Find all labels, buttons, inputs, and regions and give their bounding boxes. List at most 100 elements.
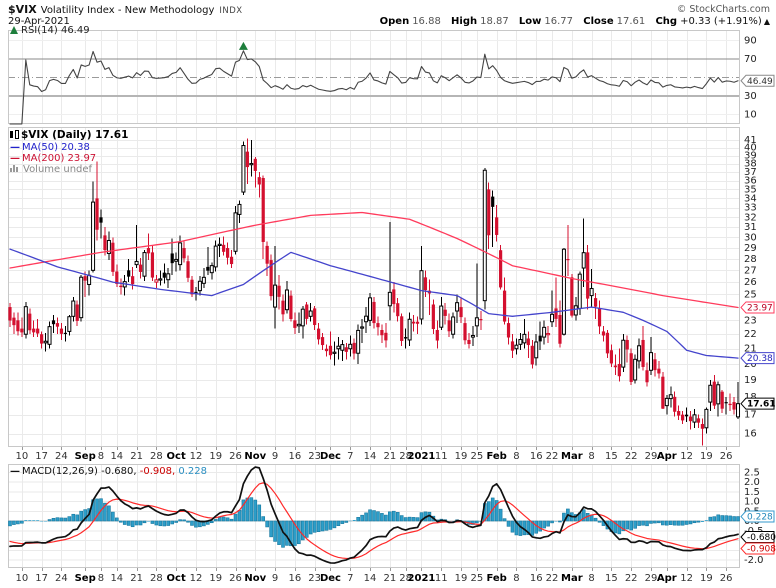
svg-text:Feb: Feb xyxy=(486,451,506,462)
volume-legend-text: Volume undef xyxy=(23,164,93,175)
svg-text:21: 21 xyxy=(383,451,396,462)
svg-text:37: 37 xyxy=(744,167,757,178)
svg-text:40: 40 xyxy=(744,143,757,154)
svg-text:12: 12 xyxy=(680,573,693,584)
svg-text:28: 28 xyxy=(150,573,163,584)
volume-bars-icon xyxy=(10,164,20,172)
quote-line: Open 16.88 High 18.87 Low 16.77 Close 17.61 … xyxy=(373,16,770,27)
svg-text:17: 17 xyxy=(744,410,757,421)
ma200-legend-text: MA(200) 23.97 xyxy=(22,153,97,164)
svg-text:0.228: 0.228 xyxy=(747,513,773,523)
svg-text:19: 19 xyxy=(455,573,468,584)
svg-text:22: 22 xyxy=(625,573,638,584)
svg-text:17.61: 17.61 xyxy=(747,400,775,410)
svg-text:22: 22 xyxy=(546,451,559,462)
svg-text:30: 30 xyxy=(744,232,757,243)
svg-text:19: 19 xyxy=(700,451,713,462)
svg-text:1.5: 1.5 xyxy=(744,487,760,498)
main-legend: $VIX (Daily) 17.61 xyxy=(10,130,128,141)
svg-text:8: 8 xyxy=(98,573,104,584)
svg-text:38: 38 xyxy=(744,159,757,170)
svg-text:8: 8 xyxy=(588,573,594,584)
svg-text:19: 19 xyxy=(209,451,222,462)
svg-text:16: 16 xyxy=(288,451,301,462)
svg-text:Oct: Oct xyxy=(167,573,186,584)
svg-text:26: 26 xyxy=(720,573,733,584)
svg-text:21: 21 xyxy=(130,451,143,462)
rsi-legend: RSI(14) 46.49 xyxy=(10,25,90,36)
svg-text:21: 21 xyxy=(744,344,757,355)
svg-text:14: 14 xyxy=(110,573,123,584)
svg-text:7: 7 xyxy=(347,451,353,462)
svg-text:26: 26 xyxy=(229,573,242,584)
hist-value: 0.228 xyxy=(178,466,207,477)
svg-text:8: 8 xyxy=(98,451,104,462)
svg-text:9: 9 xyxy=(272,573,278,584)
svg-text:28: 28 xyxy=(744,254,757,265)
svg-text:18: 18 xyxy=(744,392,757,403)
open-label: Open xyxy=(379,16,410,27)
svg-text:Nov: Nov xyxy=(244,573,266,584)
svg-text:15: 15 xyxy=(605,573,618,584)
svg-text:Sep: Sep xyxy=(75,451,96,462)
ma200-line-icon: — xyxy=(10,153,20,164)
svg-text:12: 12 xyxy=(190,573,203,584)
svg-text:2021: 2021 xyxy=(408,573,436,584)
svg-text:33: 33 xyxy=(744,203,757,214)
svg-text:12: 12 xyxy=(680,451,693,462)
svg-text:25: 25 xyxy=(471,573,484,584)
svg-text:16: 16 xyxy=(744,429,757,440)
svg-text:16: 16 xyxy=(530,451,543,462)
chg-label: Chg xyxy=(655,16,678,27)
svg-text:Apr: Apr xyxy=(657,573,677,584)
close-label: Close xyxy=(583,16,614,27)
svg-text:8: 8 xyxy=(513,451,519,462)
main-legend-text: $VIX (Daily) 17.61 xyxy=(21,129,129,141)
low-label: Low xyxy=(518,16,542,27)
svg-text:23: 23 xyxy=(308,573,321,584)
low-value: 16.77 xyxy=(544,16,574,27)
macd-value: -0.680, xyxy=(101,466,137,477)
svg-text:-0.680: -0.680 xyxy=(747,533,776,543)
svg-text:26: 26 xyxy=(229,451,242,462)
up-arrow-icon: ▲ xyxy=(763,17,770,26)
header-title: $VIX Volatility Index - New Methodology IN… xyxy=(8,3,243,16)
svg-text:15: 15 xyxy=(605,451,618,462)
svg-text:16: 16 xyxy=(530,573,543,584)
svg-text:23: 23 xyxy=(308,451,321,462)
svg-text:21: 21 xyxy=(383,573,396,584)
rsi-marker-icon xyxy=(10,26,18,34)
svg-text:26: 26 xyxy=(720,451,733,462)
svg-text:10: 10 xyxy=(15,573,28,584)
svg-text:Oct: Oct xyxy=(167,451,186,462)
svg-text:9: 9 xyxy=(272,451,278,462)
svg-text:28: 28 xyxy=(399,451,412,462)
svg-text:20: 20 xyxy=(744,359,757,370)
svg-text:70: 70 xyxy=(744,54,757,65)
copyright: © StockCharts.com xyxy=(676,4,770,15)
candlestick-icon xyxy=(10,130,19,139)
svg-text:10: 10 xyxy=(744,110,757,121)
chg-value: +0.33 (+1.91%) xyxy=(680,16,762,27)
svg-text:7: 7 xyxy=(347,573,353,584)
security-name: Volatility Index - New Methodology xyxy=(40,5,215,16)
svg-text:10: 10 xyxy=(15,451,28,462)
svg-text:Apr: Apr xyxy=(657,451,677,462)
svg-text:2021: 2021 xyxy=(408,451,436,462)
svg-text:Dec: Dec xyxy=(320,451,341,462)
svg-text:11: 11 xyxy=(435,573,448,584)
svg-text:24: 24 xyxy=(55,451,68,462)
svg-text:24: 24 xyxy=(55,573,68,584)
open-value: 16.88 xyxy=(412,16,441,27)
svg-text:29: 29 xyxy=(744,243,757,254)
svg-text:29: 29 xyxy=(645,573,658,584)
ma50-legend: — MA(50) 20.38 xyxy=(10,142,90,153)
volume-legend: Volume undef xyxy=(10,164,92,175)
chart-date: 29-Apr-2021 xyxy=(8,16,70,27)
svg-text:17: 17 xyxy=(35,573,48,584)
svg-text:-0.908: -0.908 xyxy=(747,545,776,555)
svg-text:19: 19 xyxy=(209,573,222,584)
svg-text:25: 25 xyxy=(744,289,757,300)
